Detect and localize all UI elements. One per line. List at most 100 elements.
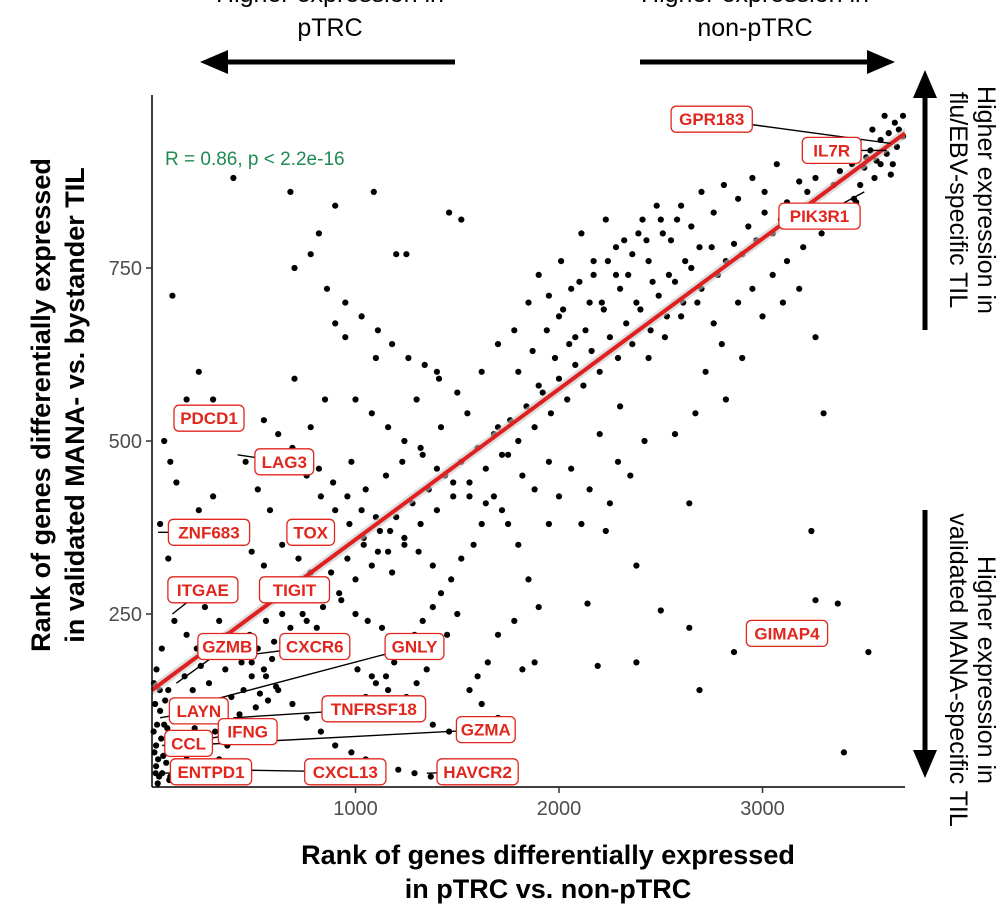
gene-label-text: CXCL13 — [313, 763, 378, 782]
data-point-140 — [413, 396, 420, 403]
data-point-415 — [612, 271, 620, 278]
data-point-146 — [307, 424, 314, 431]
data-point-251 — [596, 431, 603, 438]
data-point-272 — [759, 313, 766, 320]
data-point-242 — [808, 527, 815, 535]
data-point-353 — [160, 752, 167, 760]
data-point-30 — [708, 244, 715, 251]
gene-label-box — [168, 697, 229, 725]
data-point-285 — [210, 396, 217, 403]
down-arrow-label-line2: validated MANA-specific TIL — [944, 513, 972, 827]
data-point-431 — [877, 161, 884, 168]
data-point-123 — [248, 673, 255, 680]
data-point-297 — [378, 624, 386, 631]
data-point-164 — [602, 216, 609, 223]
gene-label-text: PDCD1 — [180, 409, 238, 428]
data-point-413 — [582, 327, 589, 334]
x-tick-label-3000: 3000 — [740, 798, 785, 820]
data-point-167 — [635, 230, 642, 237]
up-arrow-label-line1: Higher expression in — [972, 86, 1000, 314]
data-point-411 — [551, 354, 559, 362]
data-point-430 — [871, 174, 878, 182]
gene-label-text: ENTPD1 — [177, 763, 244, 782]
data-point-324 — [165, 555, 172, 562]
data-point-87 — [238, 659, 245, 666]
data-point-426 — [604, 258, 612, 265]
data-point-427 — [621, 237, 628, 244]
data-point-262 — [735, 299, 742, 306]
gene-label-box — [304, 758, 387, 786]
data-point-393 — [344, 493, 351, 500]
y-axis-title-line2: in validated MANA- vs. bystander TIL — [60, 167, 90, 643]
gene-label-box — [778, 202, 861, 230]
data-point-317 — [429, 721, 436, 728]
data-point-296 — [364, 617, 371, 625]
data-point-201 — [429, 604, 436, 611]
data-point-214 — [511, 617, 518, 625]
data-point-336 — [275, 687, 282, 694]
data-point-216 — [484, 659, 491, 666]
data-point-175 — [720, 181, 728, 189]
gene-label-lag3: LAG3 — [254, 448, 315, 476]
data-point-161 — [568, 285, 575, 292]
data-point-69 — [385, 548, 392, 555]
data-point-295 — [352, 610, 359, 618]
data-point-128 — [269, 655, 276, 663]
data-point-114 — [212, 728, 219, 735]
gene-label-text: GNLY — [392, 638, 438, 657]
data-point-300 — [195, 507, 202, 514]
gene-label-itgae: ITGAE — [167, 576, 239, 604]
right-down-arrow — [913, 510, 937, 778]
data-point-18 — [796, 178, 803, 185]
data-point-32 — [688, 264, 695, 272]
left-arrow-label-line1: Higher expression in — [216, 0, 444, 8]
data-point-82 — [279, 610, 286, 618]
data-point-421 — [529, 347, 536, 355]
top-right-arrow — [640, 50, 895, 74]
data-point-155 — [494, 341, 502, 348]
data-point-166 — [625, 271, 632, 278]
data-point-363 — [151, 749, 158, 756]
data-point-389 — [498, 507, 506, 514]
data-point-271 — [739, 354, 746, 362]
data-point-323 — [157, 520, 164, 528]
gene-label-text: PIK3R1 — [790, 207, 850, 226]
data-point-339 — [317, 728, 324, 735]
data-point-410 — [535, 382, 542, 389]
data-point-187 — [665, 271, 673, 278]
data-point-0 — [891, 119, 898, 126]
data-point-152 — [437, 424, 445, 431]
data-point-283 — [183, 396, 190, 403]
data-point-51 — [531, 424, 538, 431]
data-point-136 — [446, 209, 453, 216]
data-point-91 — [205, 680, 213, 687]
data-point-202 — [419, 617, 426, 625]
data-point-181 — [572, 334, 579, 341]
data-point-61 — [450, 493, 457, 500]
gene-label-text: TNFRSF18 — [331, 700, 417, 719]
data-point-246 — [840, 749, 848, 756]
data-point-137 — [458, 216, 465, 223]
gene-label-text: ZNF683 — [178, 523, 239, 542]
data-point-327 — [171, 617, 178, 625]
data-point-387 — [466, 493, 473, 500]
data-point-398 — [415, 548, 422, 555]
data-point-231 — [686, 500, 693, 507]
data-point-63 — [433, 507, 440, 514]
gene-label-text: IL7R — [813, 141, 850, 160]
right-arrow-label-line2: non-pTRC — [697, 14, 812, 42]
data-point-9 — [887, 171, 894, 178]
x-tick-label-1000: 1000 — [333, 798, 378, 820]
data-point-39 — [629, 341, 636, 348]
data-point-417 — [643, 237, 650, 244]
data-point-334 — [248, 659, 255, 666]
data-point-182 — [586, 299, 593, 306]
data-point-79 — [303, 617, 310, 625]
data-point-233 — [730, 649, 738, 656]
gene-label-text: GIMAP4 — [754, 624, 820, 643]
data-point-278 — [661, 334, 669, 341]
data-point-219 — [478, 700, 485, 708]
gene-label-layn: LAYN — [168, 697, 229, 725]
gene-label-text: GZMA — [461, 721, 511, 740]
top-left-arrow — [200, 50, 455, 74]
